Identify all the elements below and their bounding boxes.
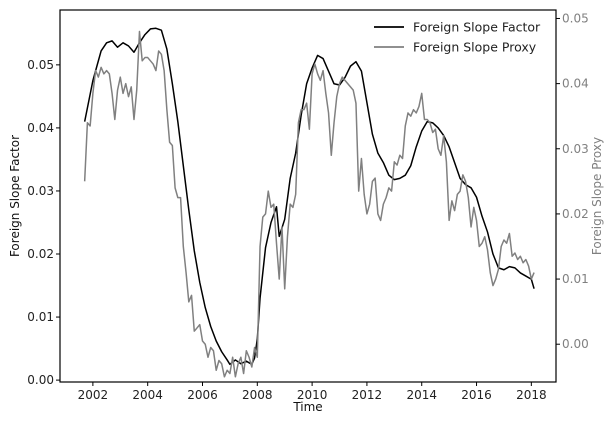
x-tick-label: 2018: [516, 388, 547, 402]
x-tick-label: 2008: [242, 388, 273, 402]
x-tick-label: 2016: [461, 388, 492, 402]
y2-tick-label: 0.03: [562, 142, 589, 156]
y2-tick-label: 0.02: [562, 207, 589, 221]
x-tick-label: 2012: [352, 388, 383, 402]
left-y-axis-label: Foreign Slope Factor: [8, 135, 22, 257]
x-tick-label: 2006: [187, 388, 218, 402]
right-y-axis-label: Foreign Slope Proxy: [590, 137, 604, 255]
y2-tick-label: 0.05: [562, 11, 589, 25]
x-tick-label: 2002: [78, 388, 109, 402]
x-tick-label: 2004: [132, 388, 163, 402]
y-tick-label: 0.03: [27, 184, 54, 198]
y2-tick-label: 0.01: [562, 272, 589, 286]
y2-tick-label: 0.00: [562, 337, 589, 351]
legend-label: Foreign Slope Factor: [413, 20, 541, 35]
x-axis-label: Time: [292, 400, 322, 414]
x-tick-label: 2010: [297, 388, 328, 402]
y2-tick-label: 0.04: [562, 77, 589, 91]
left-y-axis-ticks: 0.00 0.01 0.02 0.03 0.04 0.05: [27, 58, 60, 387]
series-line-foreign-slope-proxy: [83, 30, 535, 378]
x-axis-ticks: 2002 2004 2006 2008 2010 2012 2014 2016 2018: [78, 382, 547, 402]
y-tick-label: 0.04: [27, 121, 54, 135]
series-line-foreign-slope-factor: [83, 27, 535, 366]
y-tick-label: 0.01: [27, 310, 54, 324]
x-tick-label: 2014: [406, 388, 437, 402]
y-tick-label: 0.05: [27, 58, 54, 72]
y-tick-label: 0.02: [27, 247, 54, 261]
legend: Foreign Slope Factor Foreign Slope Proxy: [374, 20, 541, 55]
right-y-axis-ticks: 0.00 0.01 0.02 0.03 0.04 0.05: [556, 11, 589, 351]
plot-frame: [59, 9, 557, 383]
series-layer: [83, 27, 535, 378]
y-tick-label: 0.00: [27, 373, 54, 387]
legend-label: Foreign Slope Proxy: [413, 40, 537, 55]
